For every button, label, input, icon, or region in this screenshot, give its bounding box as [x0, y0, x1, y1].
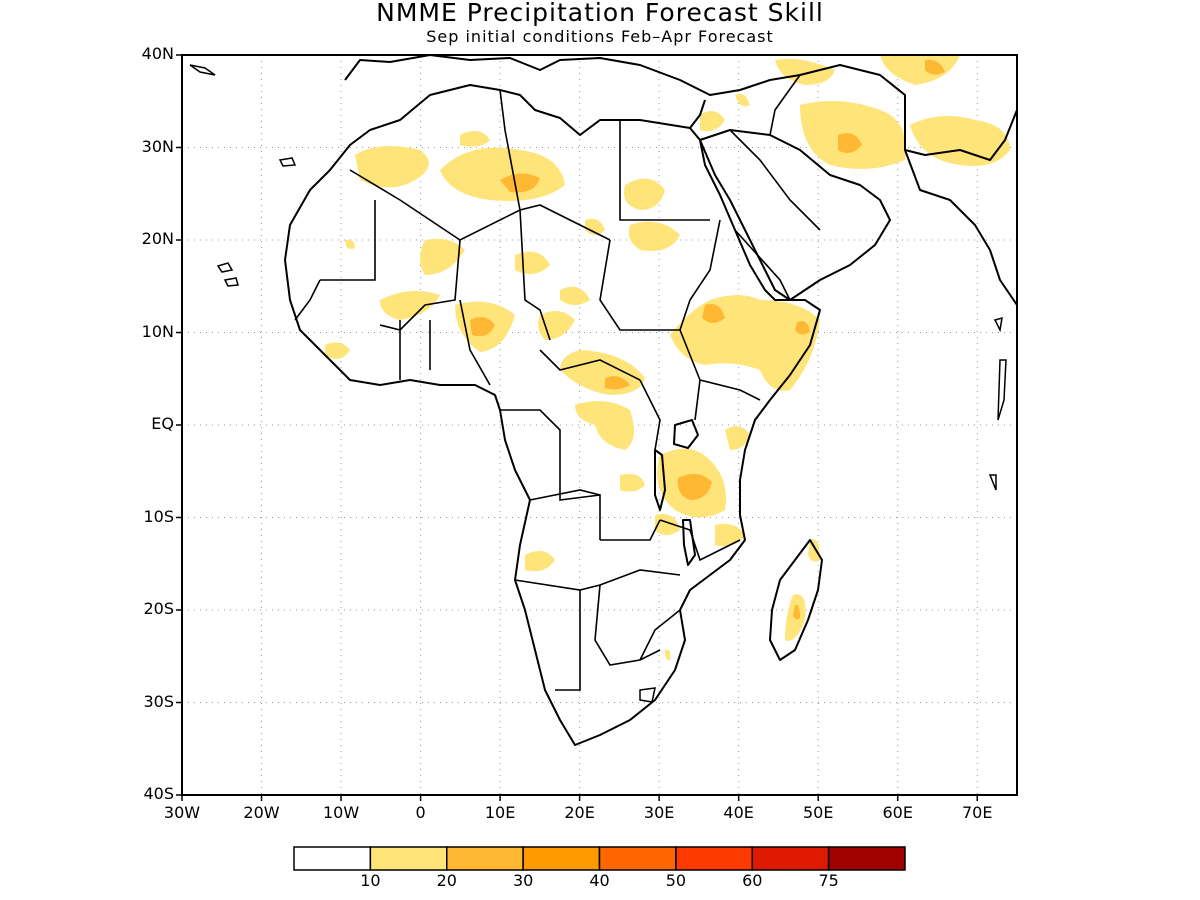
lon-label: 20E — [564, 803, 595, 822]
colorbar-label: 40 — [589, 871, 610, 890]
lon-label: 70E — [962, 803, 993, 822]
islands — [189, 64, 1007, 703]
colorbar-label: 50 — [665, 871, 687, 890]
lat-label: 10S — [143, 506, 174, 526]
lon-label: 40E — [723, 803, 754, 822]
colorbar-label: 60 — [742, 871, 763, 890]
colorbar-label: 75 — [818, 871, 839, 890]
page-subtitle: Sep initial conditions Feb–Apr Forecast — [426, 27, 774, 46]
colorbar-label: 20 — [436, 871, 457, 890]
lat-label: 10N — [141, 321, 174, 341]
lat-label: 20S — [143, 599, 174, 618]
lon-label: 10W — [322, 803, 360, 822]
lat-label: EQ — [151, 414, 174, 433]
lat-label: 30S — [143, 691, 174, 711]
colorbar-label: 30 — [512, 871, 534, 890]
lon-label: 50E — [802, 803, 834, 822]
lat-label: 30N — [141, 136, 174, 156]
lon-label: 30W — [163, 803, 201, 822]
lon-label: 20W — [243, 803, 280, 822]
lon-label: 60E — [882, 803, 913, 822]
lat-label: 40S — [143, 784, 174, 803]
country-borders — [294, 74, 821, 691]
skill-shading — [325, 55, 1010, 660]
lon-label: 10E — [484, 803, 516, 822]
colorbar-label: 10 — [360, 871, 381, 890]
axis-ticks — [176, 54, 978, 801]
skill-shading-20 — [470, 59, 945, 620]
lat-label: 20N — [141, 229, 174, 248]
lon-label: 0 — [415, 803, 426, 822]
lat-label: 40N — [141, 44, 174, 63]
lon-label: 30E — [643, 803, 675, 822]
page-title: NMME Precipitation Forecast Skill — [376, 0, 824, 27]
